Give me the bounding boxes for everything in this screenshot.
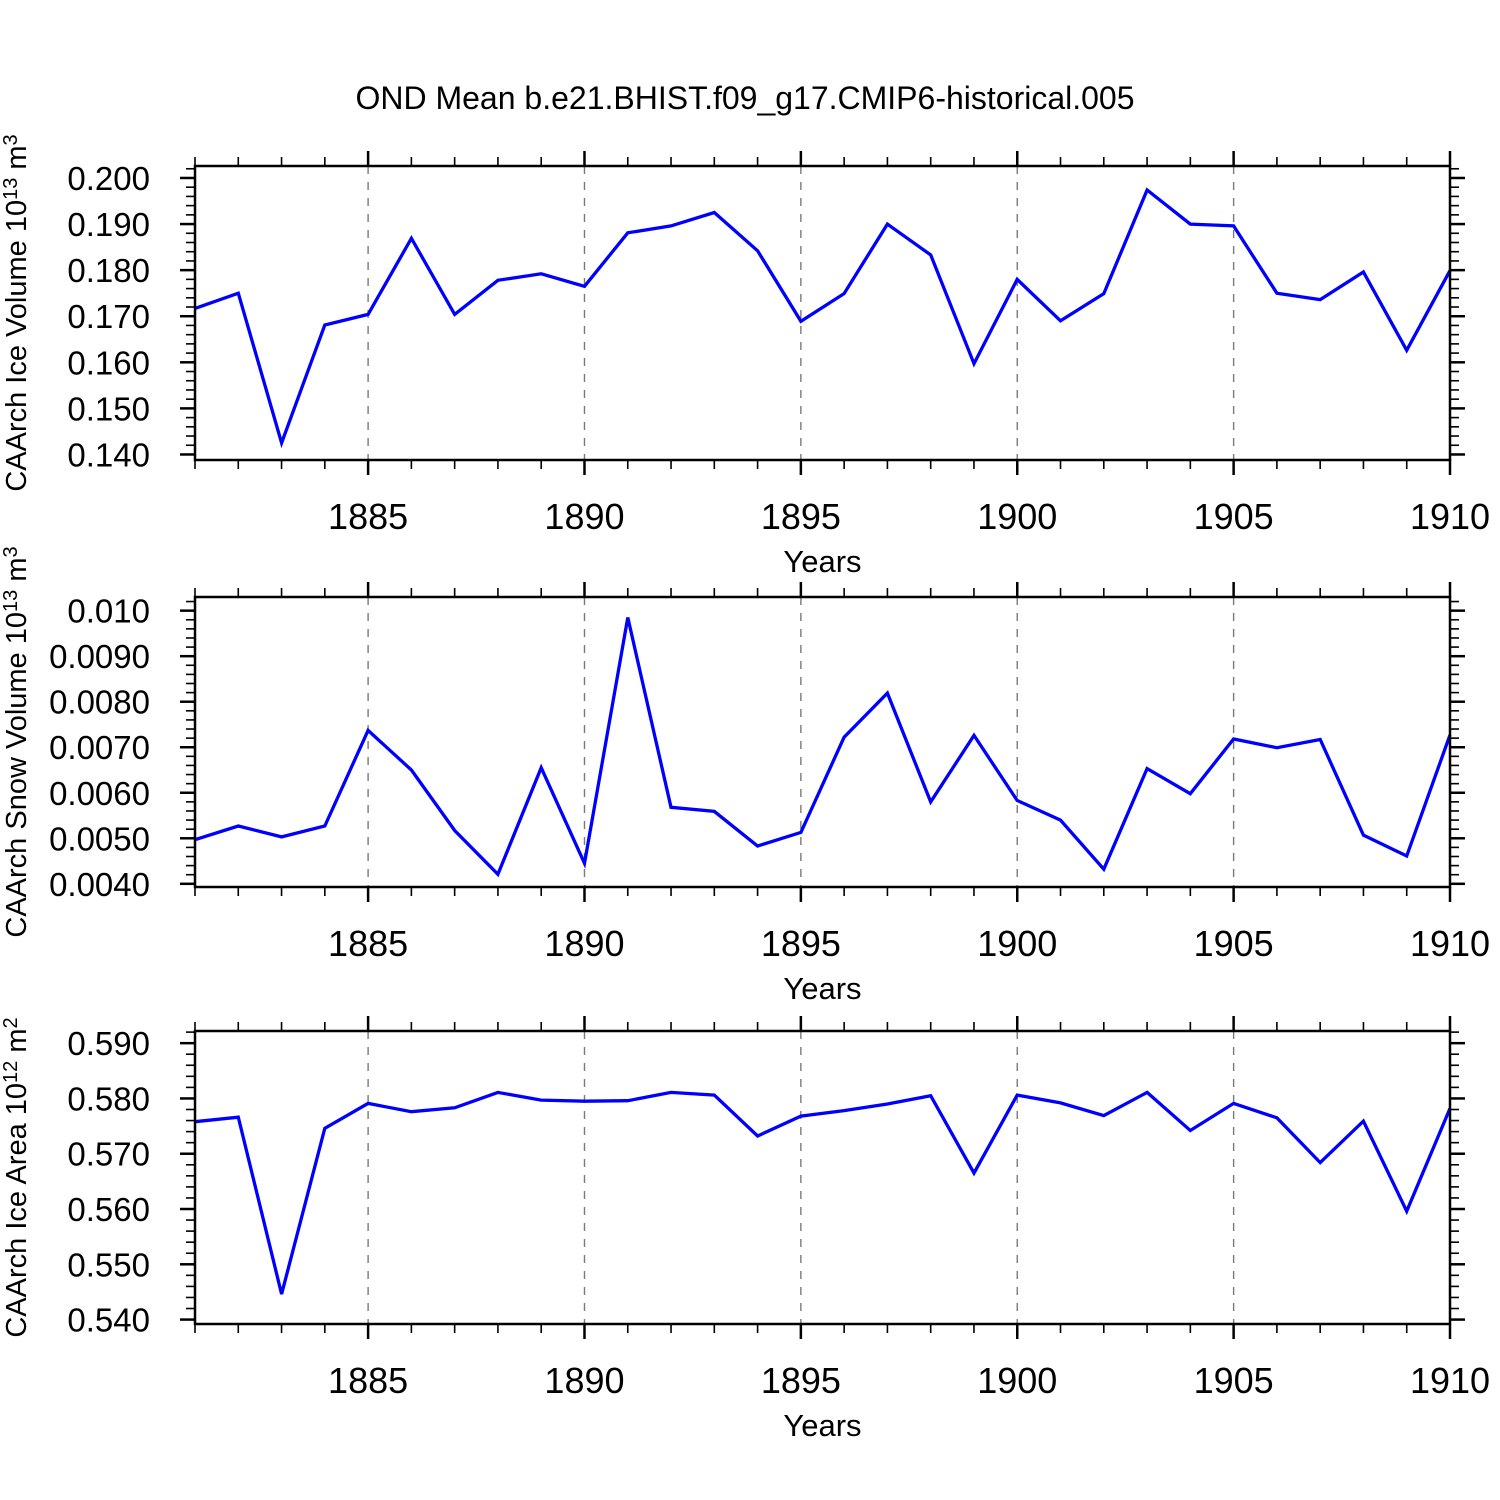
y-tick-label: 0.570 <box>67 1136 150 1173</box>
chart-panel-2: 0.0040 0.0050 0.0060 0.0070 0.0080 0.0090 0.01… <box>0 546 1490 1006</box>
y-tick-label: 0.0080 <box>49 684 150 721</box>
plot-frame <box>193 595 1452 889</box>
chart-panel-3: 0.540 0.550 0.560 0.570 0.580 0.590 1885 1890 18… <box>0 1016 1490 1443</box>
x-tick-label: 1890 <box>544 923 624 964</box>
y-tick-label: 0.0090 <box>49 638 150 675</box>
x-axis-title: Years <box>783 1408 861 1443</box>
x-tick-label: 1885 <box>328 496 408 537</box>
y-tick-label: 0.010 <box>67 593 150 630</box>
x-axis-title: Years <box>783 544 861 579</box>
y-tick-label: 0.150 <box>67 390 150 427</box>
y-tick-label: 0.0070 <box>49 729 150 766</box>
x-axis-title: Years <box>783 971 861 1006</box>
y-tick-label: 0.590 <box>67 1025 150 1062</box>
y-axis-title: CAArch Snow Volume 1013​ m3​ <box>0 546 33 937</box>
x-tick-label: 1895 <box>761 496 841 537</box>
x-tick-label: 1900 <box>977 923 1057 964</box>
y-tick-label: 0.170 <box>67 298 150 335</box>
x-tick-label: 1890 <box>544 496 624 537</box>
y-axis-title: CAArch Ice Volume 1013​ m3​ <box>0 134 33 491</box>
x-tick-label: 1890 <box>544 1360 624 1401</box>
x-tick-label: 1900 <box>977 1360 1057 1401</box>
y-tick-label: 0.190 <box>67 206 150 243</box>
x-tick-label: 1910 <box>1410 923 1490 964</box>
y-tick-label: 0.550 <box>67 1246 150 1283</box>
x-tick-label: 1895 <box>761 1360 841 1401</box>
y-tick-label: 0.0050 <box>49 820 150 857</box>
figure-title: OND Mean b.e21.BHIST.f09_g17.CMIP6-histo… <box>355 80 1135 116</box>
y-tick-label: 0.180 <box>67 252 150 289</box>
data-line <box>194 1090 1452 1295</box>
x-tick-label: 1905 <box>1194 1360 1274 1401</box>
data-line <box>194 617 1452 878</box>
y-tick-label: 0.0060 <box>49 775 150 812</box>
x-tick-label: 1885 <box>328 923 408 964</box>
x-tick-label: 1895 <box>761 923 841 964</box>
y-tick-label: 0.0040 <box>49 866 150 903</box>
x-tick-label: 1885 <box>328 1360 408 1401</box>
chart-panel-1: 0.140 0.150 0.160 0.170 0.180 0.190 0.200 1885 1… <box>0 134 1490 579</box>
y-axis-title: CAArch Ice Area 1012​ m2​ <box>0 1017 33 1337</box>
plot-frame <box>193 1029 1452 1326</box>
plot-frame <box>193 164 1452 462</box>
x-tick-label: 1900 <box>977 496 1057 537</box>
y-tick-label: 0.140 <box>67 436 150 473</box>
x-tick-label: 1905 <box>1194 923 1274 964</box>
x-tick-label: 1905 <box>1194 496 1274 537</box>
y-tick-label: 0.540 <box>67 1302 150 1339</box>
y-tick-label: 0.580 <box>67 1080 150 1117</box>
y-tick-label: 0.200 <box>67 160 150 197</box>
x-tick-label: 1910 <box>1410 1360 1490 1401</box>
y-tick-label: 0.160 <box>67 344 150 381</box>
data-line <box>194 187 1452 449</box>
y-tick-label: 0.560 <box>67 1191 150 1228</box>
x-tick-label: 1910 <box>1410 496 1490 537</box>
